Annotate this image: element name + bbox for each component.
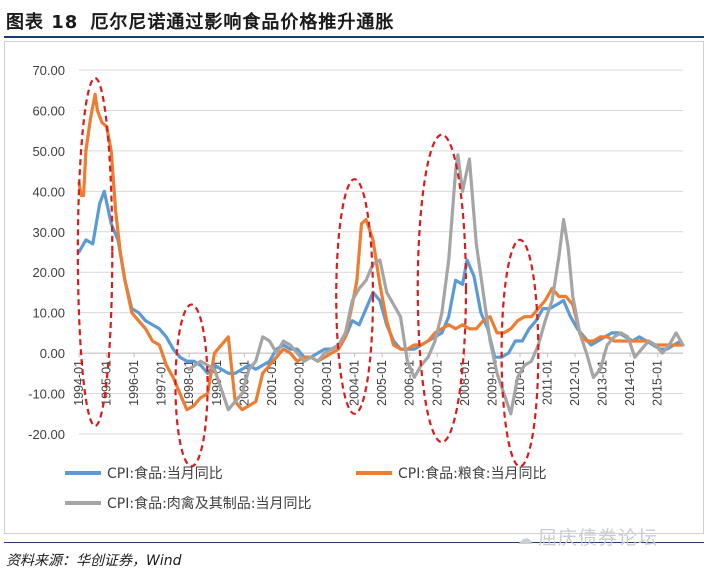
x-tick-label: 1998-01 — [182, 360, 196, 406]
y-tick-label: 0.00 — [40, 346, 65, 361]
x-tick-label: 2009-01 — [485, 360, 499, 406]
figure-number: 图表 18 — [6, 12, 79, 33]
x-tick-label: 2011-01 — [541, 360, 555, 405]
figure-title-text: 厄尔尼诺通过影响食品价格推升通胀 — [90, 12, 395, 33]
source-note: 资料来源：华创证券，Wind — [6, 553, 182, 569]
highlight-ellipse — [335, 178, 375, 415]
highlight-ellipse — [500, 238, 540, 468]
figure-header: 图表 18 厄尔尼诺通过影响食品价格推升通胀 — [0, 0, 709, 40]
watermark-text: 屈庆债券论坛 — [538, 527, 659, 549]
highlight-ellipse — [76, 76, 114, 428]
x-tick-label: 2014-01 — [623, 360, 637, 406]
watermark: ☁ 屈庆债券论坛 — [517, 523, 658, 550]
x-tick-label: 2010-01 — [513, 360, 527, 406]
y-tick-label: 20.00 — [32, 265, 65, 280]
x-tick-label: 2002-01 — [292, 360, 306, 406]
y-tick-label: -20.00 — [28, 427, 65, 442]
y-tick-label: 50.00 — [32, 144, 65, 159]
figure-title: 图表 18 厄尔尼诺通过影响食品价格推升通胀 — [6, 8, 394, 34]
wechat-icon: ☁ — [517, 529, 534, 548]
x-tick-label: 2004-01 — [348, 360, 362, 406]
chart-frame: 70.00 60.00 50.00 40.00 30.00 20.00 10.00 0.00 -… — [4, 41, 704, 534]
x-tick-label: 2001-01 — [265, 360, 279, 406]
highlight-ellipse — [174, 303, 209, 468]
x-tick-label: 2007-01 — [430, 360, 444, 406]
x-tick-label: 2003-01 — [320, 360, 334, 406]
y-tick-label: -10.00 — [28, 387, 65, 402]
highlight-ellipse — [416, 133, 468, 444]
legend-label: CPI:食品:当月同比 — [107, 465, 223, 482]
y-tick-label: 10.00 — [32, 306, 65, 321]
x-tick-label: 1997-01 — [155, 360, 169, 406]
y-tick-label: 70.00 — [32, 63, 65, 78]
x-tick-label: 2015-01 — [651, 360, 665, 406]
line-chart: 70.00 60.00 50.00 40.00 30.00 20.00 10.00 0.00 -… — [28, 63, 685, 512]
legend-label: CPI:食品:肉禽及其制品:当月同比 — [107, 495, 312, 512]
x-tick-label: 2012-01 — [568, 360, 582, 406]
x-tick-label: 2005-01 — [375, 360, 389, 406]
x-tick-label: 1996-01 — [127, 360, 141, 406]
y-tick-label: 40.00 — [32, 184, 65, 199]
series-line-3 — [187, 153, 685, 416]
y-tick-label: 60.00 — [32, 103, 65, 118]
y-tick-label: 30.00 — [32, 225, 65, 240]
footer-rule — [4, 542, 704, 543]
x-tick-label: 1999-01 — [210, 360, 224, 406]
legend-label: CPI:食品:粮食:当月同比 — [398, 465, 547, 482]
title-rule — [4, 36, 704, 38]
